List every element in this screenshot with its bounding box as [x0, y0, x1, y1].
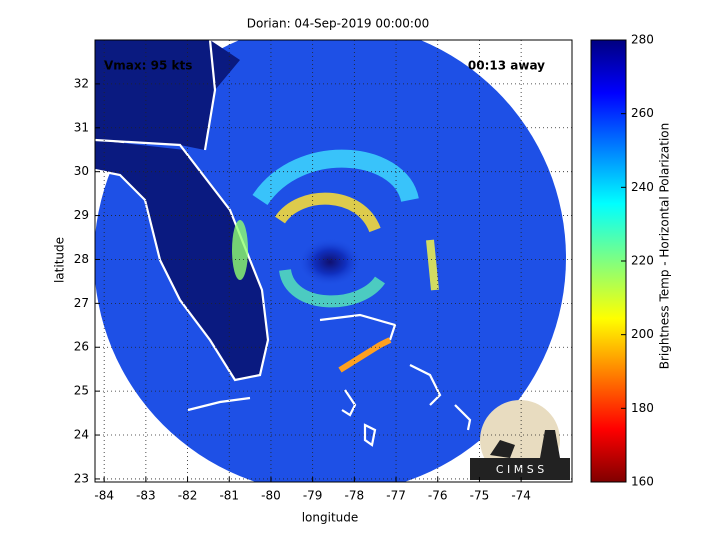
y-tick-label: 23: [74, 471, 89, 485]
x-tick-label: -75: [470, 489, 490, 503]
x-tick-label: -81: [219, 489, 239, 503]
x-tick-label: -82: [178, 489, 198, 503]
x-tick-label: -83: [136, 489, 156, 503]
logo-text: C I M S S: [496, 463, 544, 476]
x-tick-label: -77: [386, 489, 406, 503]
y-tick-label: 24: [74, 428, 89, 442]
y-tick-label: 32: [74, 76, 89, 90]
colorbar-tick-label: 260: [631, 106, 654, 120]
y-tick-label: 26: [74, 340, 89, 354]
colorbar-tick-label: 240: [631, 180, 654, 194]
satellite-image: C I M S S: [95, 40, 570, 482]
y-tick-label: 30: [74, 164, 89, 178]
x-tick-label: -80: [261, 489, 281, 503]
annotation: Vmax: 95 kts: [104, 59, 192, 73]
colorbar-tick-label: 280: [631, 33, 654, 47]
colorbar-tick-label: 160: [631, 475, 654, 489]
y-tick-label: 27: [74, 296, 89, 310]
x-tick-label: -79: [303, 489, 323, 503]
colorbar-tick-label: 180: [631, 401, 654, 415]
y-tick-label: 25: [74, 384, 89, 398]
colorbar-tick-label: 220: [631, 254, 654, 268]
x-tick-label: -78: [345, 489, 365, 503]
chart-title: Dorian: 04-Sep-2019 00:00:00: [247, 17, 429, 31]
axes-frame: [94, 39, 573, 483]
y-tick-label: 29: [74, 208, 89, 222]
colorbar-tick-label: 200: [631, 327, 654, 341]
y-tick-label: 31: [74, 120, 89, 134]
x-tick-label: -74: [511, 489, 531, 503]
colorbar: [590, 39, 627, 483]
colorbar-label: Brightness Temp - Horizontal Polarizatio…: [658, 123, 672, 370]
y-tick-label: 28: [74, 252, 89, 266]
x-tick-label: -84: [94, 489, 114, 503]
x-axis-label: longitude: [302, 511, 359, 525]
y-axis-label: latitude: [53, 237, 67, 283]
annotation: 00:13 away: [468, 59, 545, 73]
x-tick-label: -76: [428, 489, 448, 503]
